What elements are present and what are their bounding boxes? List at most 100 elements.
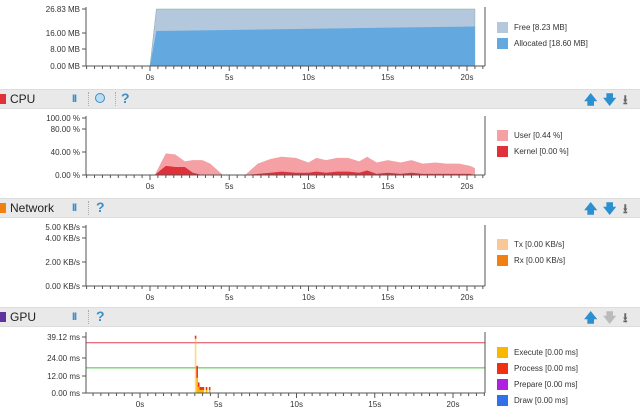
legend-label: Rx [0.00 KB/s]	[514, 255, 566, 265]
legend-item: Kernel [0.00 %]	[497, 143, 569, 159]
y-tick-label: 16.00 MB	[46, 29, 80, 38]
x-tick-label: 15s	[368, 400, 381, 409]
cpu-kernel-area	[150, 165, 475, 175]
legend-item: Allocated [18.60 MB]	[497, 35, 588, 51]
gpu-bar	[208, 386, 211, 390]
y-tick-label: 12.00 ms	[47, 372, 80, 381]
gpu-bar	[199, 389, 202, 393]
cpu-title: CPU	[10, 92, 36, 106]
legend-swatch	[497, 37, 508, 49]
x-tick-label: 15s	[381, 182, 394, 191]
gpu-bar	[202, 386, 205, 390]
download-icon[interactable]: ⭳	[623, 201, 628, 216]
legend-swatch	[497, 346, 508, 358]
x-tick-label: 0s	[136, 400, 144, 409]
gpu-bar	[196, 377, 198, 393]
legend-label: Kernel [0.00 %]	[514, 146, 569, 156]
pause-icon[interactable]: II	[72, 311, 77, 323]
pause-icon[interactable]: II	[72, 202, 77, 214]
legend-swatch	[497, 362, 508, 374]
legend-swatch	[497, 254, 508, 266]
cpu-legend: User [0.44 %] Kernel [0.00 %]	[497, 127, 569, 159]
y-tick-label: 39.12 ms	[47, 333, 80, 342]
memory-legend: Free [8.23 MB] Allocated [18.60 MB]	[497, 19, 588, 51]
separator	[115, 92, 116, 106]
separator	[88, 201, 89, 215]
x-tick-label: 0s	[146, 73, 154, 82]
x-tick-label: 20s	[461, 293, 474, 302]
x-tick-label: 20s	[461, 73, 474, 82]
y-tick-label: 0.00 MB	[50, 62, 80, 71]
garbage-collect-icon[interactable]	[95, 93, 105, 103]
separator	[88, 310, 89, 324]
y-tick-label: 2.00 KB/s	[45, 258, 80, 267]
legend-item: Draw [0.00 ms]	[497, 392, 578, 408]
y-tick-label: 8.00 MB	[50, 45, 80, 54]
legend-label: Free [8.23 MB]	[514, 22, 567, 32]
legend-label: User [0.44 %]	[514, 130, 563, 140]
gpu-chart: 39.12 ms 24.00 ms 12.00 ms 0.00 ms 0s 5s 10s 15…	[47, 332, 486, 409]
legend-label: Process [0.00 ms]	[514, 363, 579, 373]
cpu-header: CPU II ? 🡅 🡇 ⭳	[0, 89, 640, 109]
legend-item: Process [0.00 ms]	[497, 360, 578, 376]
y-tick-label: 0.00 ms	[52, 389, 80, 398]
gpu-bar	[194, 335, 197, 339]
y-tick-label: 4.00 KB/s	[45, 234, 80, 243]
arrow-down-icon[interactable]: 🡇	[603, 92, 617, 107]
gpu-bar	[196, 365, 198, 378]
gpu-legend: Execute [0.00 ms] Process [0.00 ms] Prepar…	[497, 344, 578, 408]
pause-icon[interactable]: II	[72, 93, 77, 105]
download-icon[interactable]: ⭳	[623, 92, 628, 107]
legend-swatch	[497, 378, 508, 390]
y-tick-label: 100.00 %	[46, 114, 80, 123]
arrow-up-icon[interactable]: 🡅	[584, 201, 598, 216]
network-legend: Tx [0.00 KB/s] Rx [0.00 KB/s]	[497, 236, 565, 268]
x-tick-label: 15s	[381, 73, 394, 82]
download-icon[interactable]: ⭳	[623, 310, 628, 325]
gpu-bar	[205, 386, 208, 390]
x-tick-label: 0s	[146, 293, 154, 302]
y-tick-label: 24.00 ms	[47, 354, 80, 363]
legend-item: Rx [0.00 KB/s]	[497, 252, 565, 268]
legend-label: Draw [0.00 ms]	[514, 395, 568, 405]
legend-label: Execute [0.00 ms]	[514, 347, 579, 357]
arrow-up-icon[interactable]: 🡅	[584, 92, 598, 107]
cpu-icon	[0, 94, 6, 104]
arrow-up-icon[interactable]: 🡅	[584, 310, 598, 325]
y-tick-label: 5.00 KB/s	[45, 223, 80, 232]
gpu-bar	[202, 389, 205, 393]
help-icon[interactable]: ?	[96, 308, 105, 324]
x-tick-label: 20s	[461, 182, 474, 191]
legend-swatch	[497, 21, 508, 33]
arrow-down-icon[interactable]: 🡇	[603, 310, 617, 325]
x-tick-label: 10s	[302, 73, 315, 82]
legend-item: Tx [0.00 KB/s]	[497, 236, 565, 252]
gpu-header: GPU II ? 🡅 🡇 ⭳	[0, 307, 640, 327]
x-tick-label: 10s	[290, 400, 303, 409]
legend-item: Execute [0.00 ms]	[497, 344, 578, 360]
gpu-title: GPU	[10, 310, 37, 324]
y-tick-label: 0.00 %	[55, 171, 80, 180]
x-tick-label: 5s	[225, 182, 233, 191]
help-icon[interactable]: ?	[121, 90, 130, 106]
x-tick-label: 10s	[302, 182, 315, 191]
legend-label: Prepare [0.00 ms]	[514, 379, 578, 389]
cpu-user-area	[150, 153, 475, 175]
y-tick-label: 0.00 KB/s	[45, 282, 80, 291]
arrow-down-icon[interactable]: 🡇	[603, 201, 617, 216]
gpu-bar	[197, 382, 200, 387]
network-header: Network II ? 🡅 🡇 ⭳	[0, 198, 640, 218]
gpu-bar	[208, 389, 211, 393]
legend-swatch	[497, 238, 508, 250]
x-tick-label: 20s	[447, 400, 460, 409]
x-tick-label: 5s	[225, 73, 233, 82]
gpu-bar	[197, 386, 200, 393]
legend-label: Tx [0.00 KB/s]	[514, 239, 565, 249]
x-tick-label: 5s	[225, 293, 233, 302]
x-tick-label: 0s	[146, 182, 154, 191]
separator	[88, 92, 89, 106]
help-icon[interactable]: ?	[96, 199, 105, 215]
x-tick-label: 5s	[214, 400, 222, 409]
cpu-chart: 100.00 % 80.00 % 40.00 % 0.00 % 0s 5s 10s 15s 20…	[46, 114, 486, 191]
legend-swatch	[497, 145, 508, 157]
